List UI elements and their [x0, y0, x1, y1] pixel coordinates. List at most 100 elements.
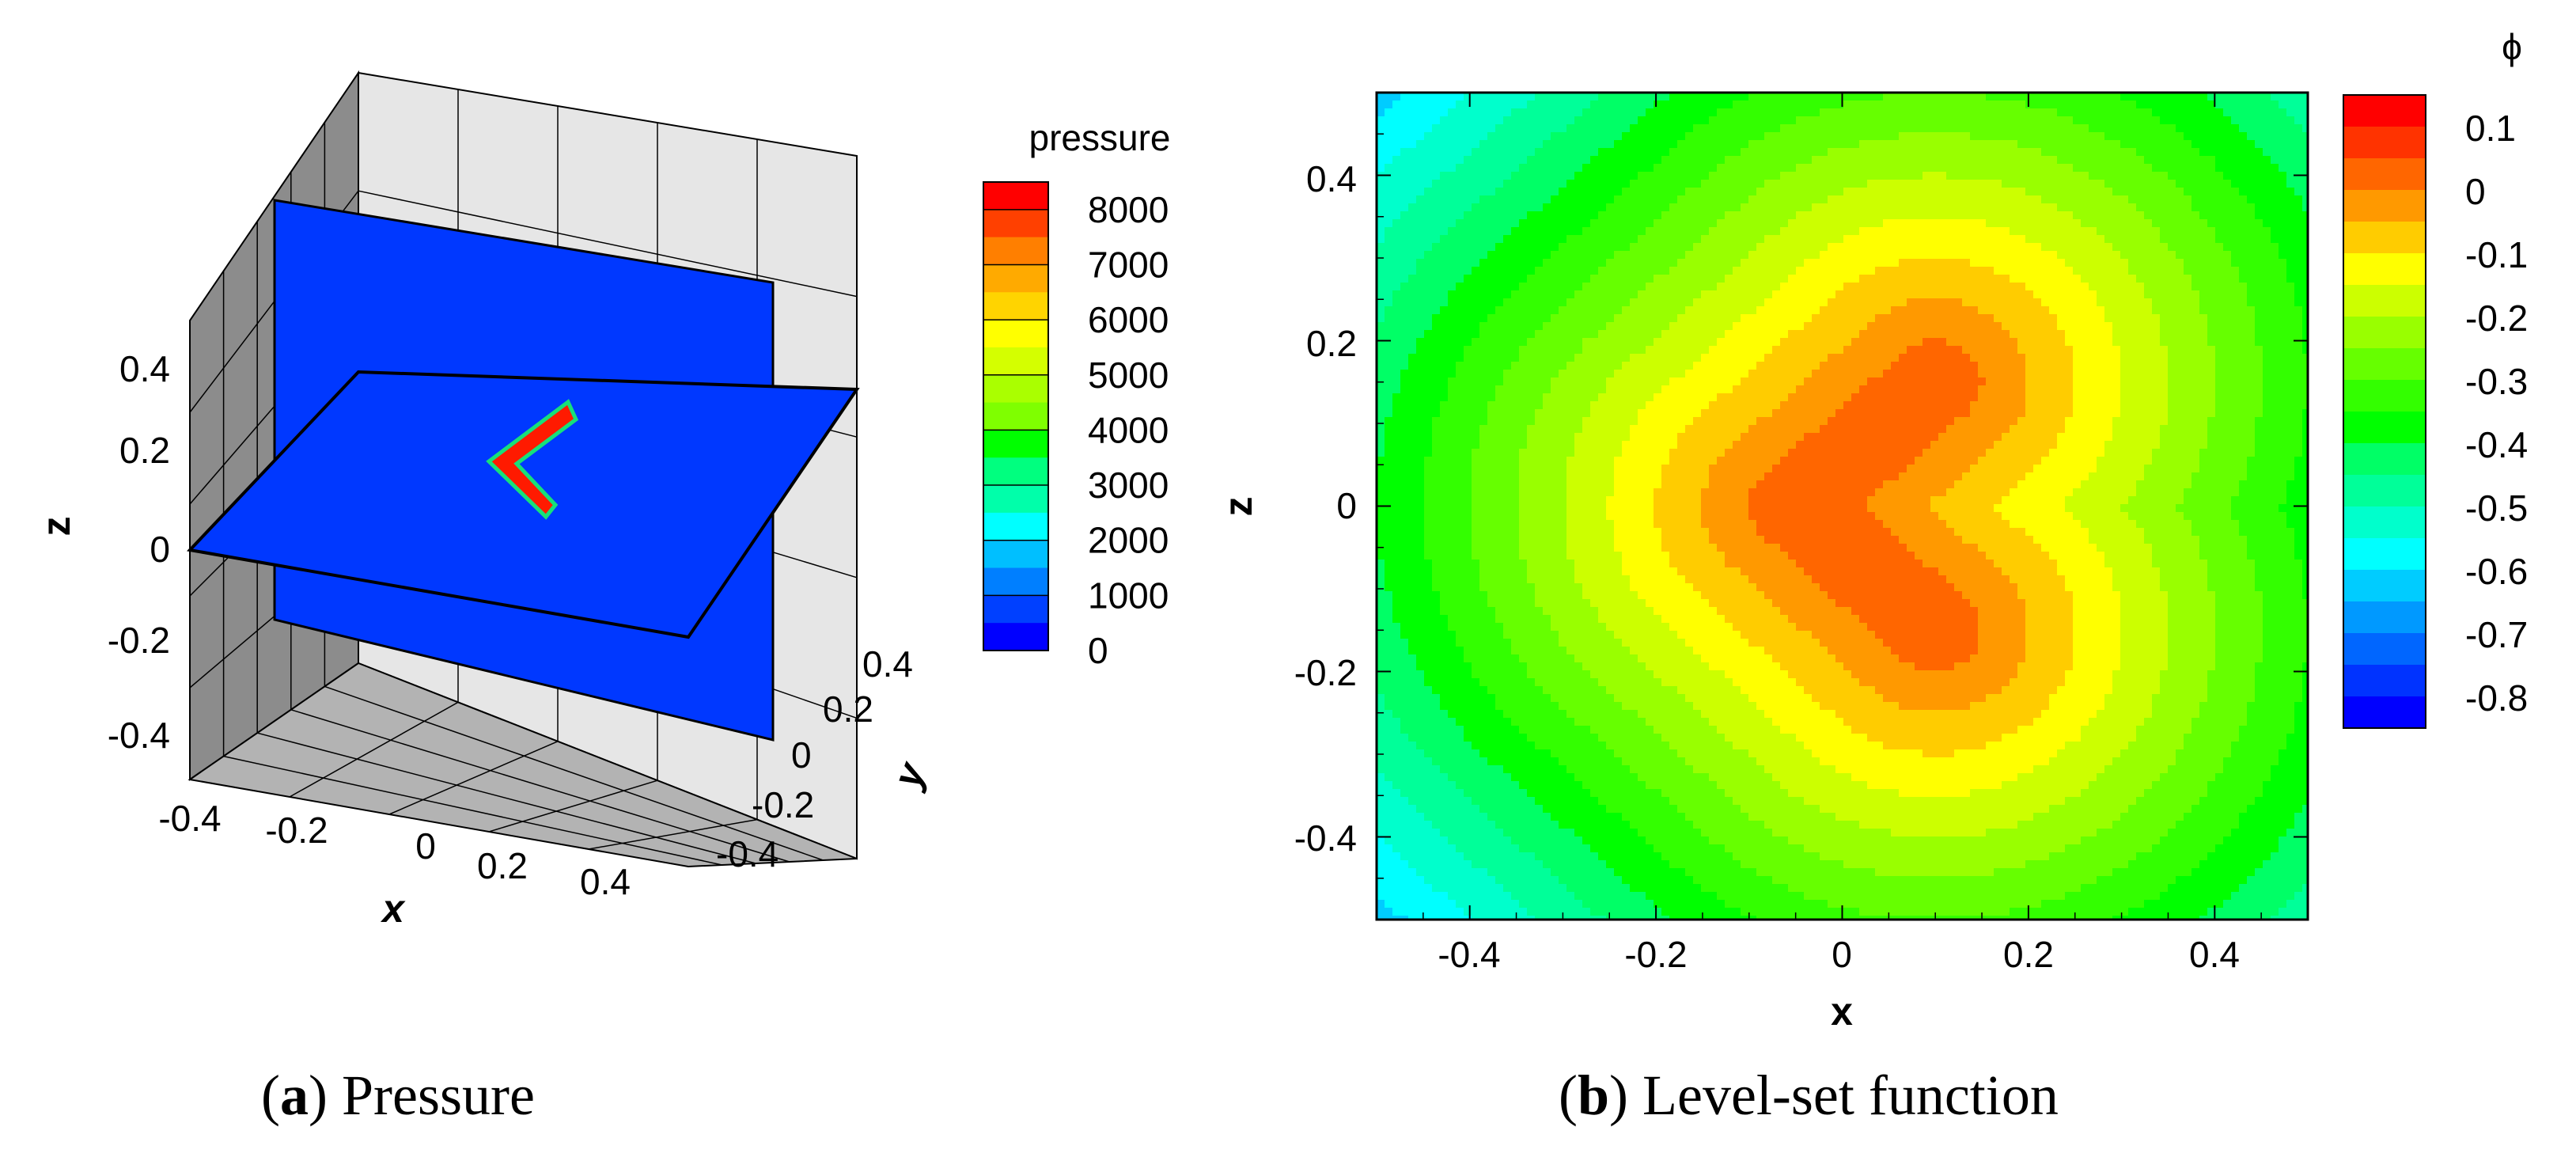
contour-cell: [1859, 338, 1868, 347]
contour-cell: [1693, 251, 1702, 260]
contour-cell: [2120, 108, 2129, 117]
contour-cell: [1875, 377, 1884, 386]
contour-cell: [1986, 314, 1995, 323]
contour-cell: [1590, 409, 1599, 418]
contour-cell: [2152, 290, 2161, 299]
contour-cell: [1456, 188, 1464, 196]
contour-cell: [1598, 148, 1607, 157]
contour-cell: [1566, 124, 1575, 133]
contour-cell: [1559, 243, 1567, 252]
contour-cell: [1970, 259, 1979, 267]
contour-cell: [1630, 298, 1638, 307]
contour-cell: [1559, 251, 1567, 260]
contour-cell: [1638, 148, 1646, 157]
contour-cell: [1875, 283, 1884, 291]
contour-cell: [1780, 330, 1789, 339]
contour-cell: [1756, 101, 1765, 109]
contour-cell: [2017, 283, 2026, 291]
contour-cell: [1772, 346, 1781, 355]
contour-cell: [2271, 203, 2279, 212]
contour-cell: [2144, 298, 2153, 307]
contour-cell: [2128, 322, 2137, 331]
contour-cell: [2065, 338, 2074, 347]
contour-cell: [1400, 156, 1409, 165]
contour-cell: [2097, 164, 2105, 173]
contour-cell: [1962, 180, 1971, 188]
contour-cell: [1566, 101, 1575, 109]
contour-cell: [2002, 164, 2010, 173]
contour-cell: [1495, 140, 1504, 149]
contour-cell: [1946, 322, 1955, 331]
contour-cell: [1930, 330, 1939, 339]
contour-cell: [1511, 298, 1520, 307]
contour-cell: [1448, 140, 1457, 149]
contour-cell: [1994, 243, 2002, 252]
contour-cell: [1646, 116, 1654, 125]
contour-cell: [1701, 251, 1710, 260]
legend-pressure-tick: 0: [1088, 630, 1108, 671]
contour-cell: [1479, 267, 1488, 275]
contour-cell: [2144, 346, 2153, 355]
contour-cell: [2231, 346, 2240, 355]
contour-cell: [1709, 108, 1718, 117]
contour-cell: [1828, 124, 1836, 133]
contour-cell: [1851, 203, 1860, 212]
contour-cell: [1495, 251, 1504, 260]
contour-cell: [1582, 116, 1591, 125]
contour-cell: [1812, 338, 1820, 347]
contour-cell: [2120, 290, 2129, 299]
contour-cell: [1606, 314, 1615, 323]
contour-cell: [2065, 203, 2074, 212]
contour-cell: [1986, 172, 1995, 180]
contour-cell: [1456, 283, 1464, 291]
contour-cell: [1606, 164, 1615, 173]
contour-cell: [2199, 251, 2208, 260]
contour-cell: [1479, 417, 1488, 426]
contour-cell: [1392, 180, 1401, 188]
contour-cell: [2263, 401, 2271, 410]
contour-cell: [1725, 377, 1733, 386]
contour-cell: [2231, 227, 2240, 236]
contour-cell: [1938, 259, 1947, 267]
contour-cell: [2263, 330, 2271, 339]
contour-cell: [1400, 180, 1409, 188]
contour-cell: [1416, 164, 1425, 173]
contour-cell: [2089, 164, 2097, 173]
contour-cell: [1717, 370, 1726, 378]
contour-cell: [1551, 275, 1559, 283]
contour-cell: [2176, 180, 2184, 188]
contour-cell: [2152, 180, 2161, 188]
contour-cell: [2073, 393, 2082, 402]
contour-cell: [1820, 283, 1828, 291]
contour-cell: [2271, 362, 2279, 370]
contour-cell: [2144, 330, 2153, 339]
contour-cell: [1938, 346, 1947, 355]
contour-cell: [2097, 203, 2105, 212]
contour-cell: [2010, 93, 2018, 101]
contour-cell: [2010, 298, 2018, 307]
legend-band: [983, 512, 1048, 541]
contour-cell: [1495, 219, 1504, 228]
legend-band: [983, 485, 1048, 514]
contour-cell: [2176, 211, 2184, 220]
contour-cell: [2215, 330, 2224, 339]
contour-cell: [1748, 203, 1757, 212]
contour-cell: [1551, 164, 1559, 173]
contour-cell: [2089, 338, 2097, 347]
contour-cell: [1851, 306, 1860, 315]
contour-cell: [1725, 235, 1733, 244]
contour-cell: [1733, 172, 1741, 180]
contour-cell: [2041, 314, 2050, 323]
contour-cell: [2033, 370, 2042, 378]
contour-cell: [1756, 251, 1765, 260]
contour-cell: [2128, 227, 2137, 236]
contour-cell: [1780, 203, 1789, 212]
contour-cell: [2081, 290, 2089, 299]
contour-cell: [1669, 101, 1678, 109]
contour-cell: [1385, 362, 1393, 370]
contour-cell: [1780, 417, 1789, 426]
contour-cell: [2191, 93, 2200, 101]
contour-cell: [1733, 417, 1741, 426]
contour-cell: [1503, 132, 1512, 141]
contour-cell: [1606, 101, 1615, 109]
